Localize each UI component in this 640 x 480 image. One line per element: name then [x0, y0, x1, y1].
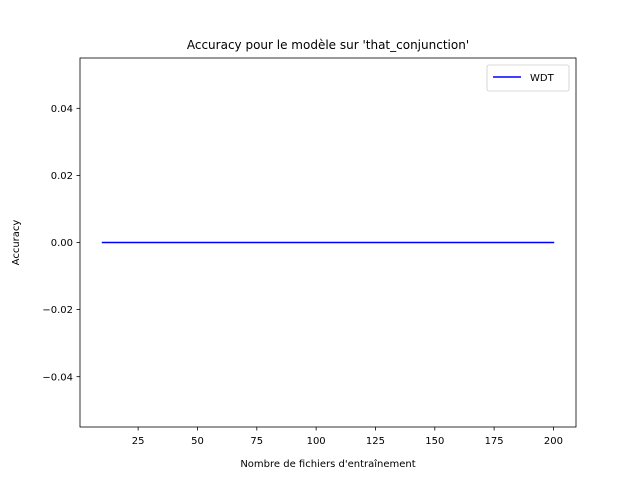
x-axis-ticks: 25 50 75 100 125 150 175 200	[132, 427, 563, 447]
legend-label-wdt: WDT	[530, 73, 555, 84]
y-tick-label: 0.00	[51, 238, 73, 249]
legend: WDT	[486, 64, 570, 92]
x-tick-label: 150	[425, 436, 444, 447]
y-tick-label: 0.04	[51, 104, 73, 115]
y-tick-label: −0.04	[42, 372, 73, 383]
x-tick-label: 25	[132, 436, 145, 447]
y-axis-ticks: −0.04 −0.02 0.00 0.02 0.04	[42, 104, 80, 383]
x-tick-label: 125	[366, 436, 385, 447]
legend-box	[486, 64, 570, 92]
x-tick-label: 175	[485, 436, 504, 447]
y-tick-label: −0.02	[42, 305, 73, 316]
y-tick-label: 0.02	[51, 171, 73, 182]
chart-title: Accuracy pour le modèle sur 'that_conjun…	[187, 38, 469, 52]
x-tick-label: 100	[307, 436, 326, 447]
x-tick-label: 75	[250, 436, 263, 447]
x-axis-label: Nombre de fichiers d'entraînement	[240, 458, 415, 470]
y-axis-label: Accuracy	[11, 220, 22, 266]
x-tick-label: 50	[191, 436, 204, 447]
x-tick-label: 200	[544, 436, 563, 447]
